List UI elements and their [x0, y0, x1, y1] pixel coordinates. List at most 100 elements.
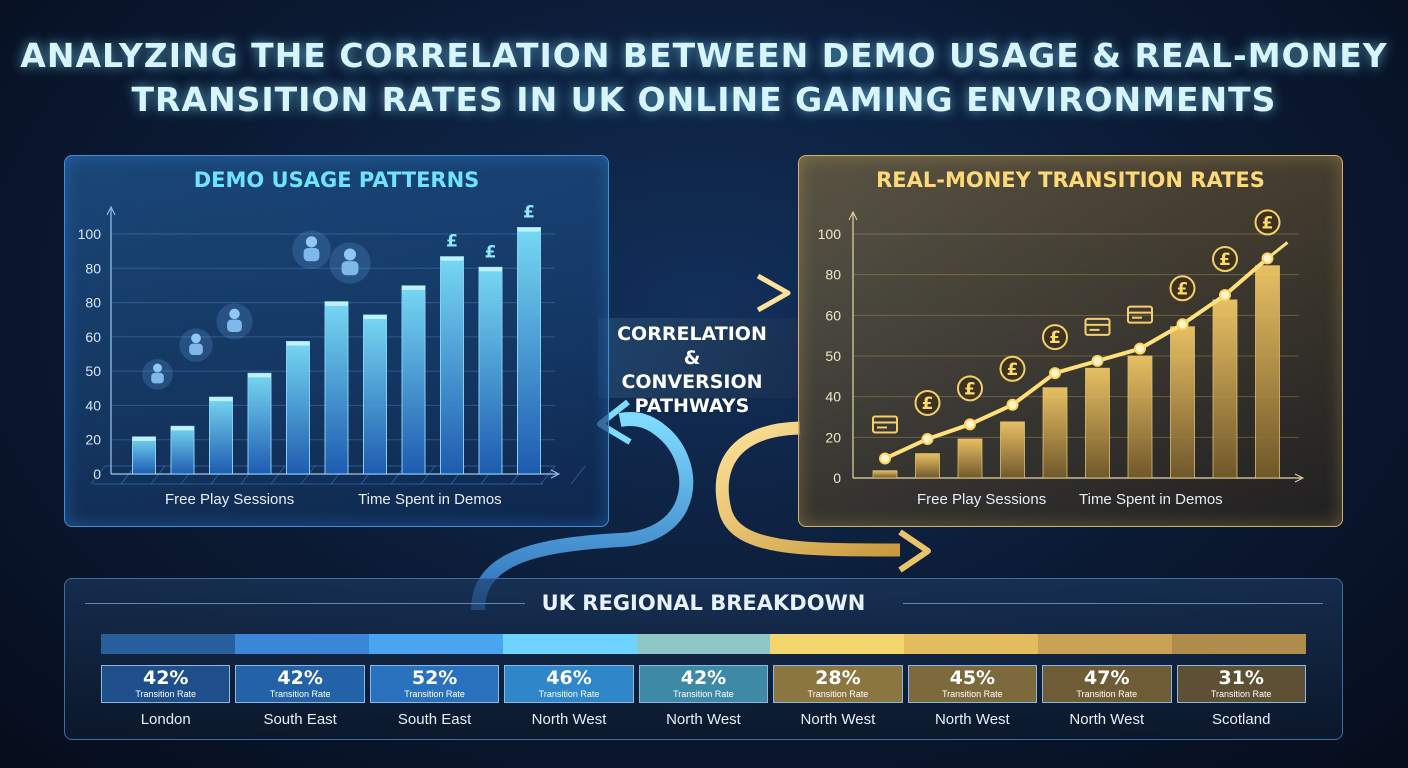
region-name: North West	[934, 711, 1010, 728]
real-bar	[1127, 355, 1153, 479]
touch-icon	[142, 358, 173, 390]
strip-segment	[770, 634, 905, 654]
demo-bar	[209, 396, 233, 475]
pound-icon: £	[1254, 209, 1281, 236]
demo-y-tick: 60	[85, 329, 101, 345]
real-trend-point	[1176, 318, 1189, 331]
svg-text:£: £	[1177, 279, 1189, 299]
strip-segment	[234, 634, 369, 654]
region-rate-value: 47%	[1084, 667, 1130, 689]
demo-bar-cap	[363, 315, 387, 319]
real-x-label-2: Time Spent in Demos	[1079, 491, 1223, 508]
strip-segment	[368, 634, 503, 654]
pound-icon: £	[485, 242, 497, 262]
demo-bar-cap	[440, 256, 464, 261]
strip-segment	[904, 634, 1039, 654]
touch-icon	[216, 303, 253, 340]
demo-bar	[324, 301, 349, 475]
region-name: North West	[666, 711, 741, 728]
real-y-tick: 80	[825, 267, 841, 283]
demo-bar	[247, 372, 272, 475]
demo-y-tick: 40	[85, 397, 101, 413]
demo-bar	[170, 425, 195, 475]
demo-bar-cap	[402, 285, 425, 290]
real-y-tick: 50	[825, 348, 841, 364]
touch-icon	[179, 328, 213, 362]
real-x-axis-arrow	[1294, 473, 1305, 483]
card-icon	[1084, 317, 1111, 336]
real-bar	[1255, 265, 1280, 479]
strip-segment	[636, 634, 771, 654]
region-rate-label: Transition Rate	[673, 689, 734, 699]
correlation-label: CORRELATION & CONVERSION PATHWAYS	[617, 323, 767, 417]
real-y-tick: 100	[818, 226, 842, 242]
demo-y-tick: 50	[85, 363, 101, 379]
demo-bar-cap	[248, 373, 271, 378]
region-rate-value: 46%	[546, 667, 592, 689]
demo-bar	[363, 314, 387, 475]
demo-bar	[478, 266, 503, 475]
divider-right	[903, 603, 1323, 604]
real-bar	[1170, 326, 1195, 479]
demo-usage-chart: 0 20 40 50 60 80 80 100 £ £ £	[78, 203, 586, 485]
real-trend-point	[1261, 252, 1274, 265]
demo-usage-panel: DEMO USAGE PATTERNS 0 20 40 50 60 80 80 100 £ £ £ …	[64, 155, 609, 527]
region-rate-box: 28% Transition Rate	[773, 665, 903, 703]
region-name: North West	[800, 711, 876, 728]
real-trend-point	[1134, 342, 1146, 355]
demo-x-label-1: Free Play Sessions	[165, 491, 295, 508]
demo-bar-cap	[286, 341, 310, 346]
real-trend-point	[1091, 354, 1104, 367]
demo-bar	[517, 227, 541, 475]
region-rate-box: 46% Transition Rate	[504, 665, 634, 703]
region-rate-label: Transition Rate	[269, 689, 331, 699]
demo-y-tick: 20	[85, 432, 101, 448]
real-y-tick: 0	[833, 470, 841, 486]
real-trend-point	[879, 452, 891, 465]
region-rate-box: 42% Transition Rate	[235, 665, 365, 703]
region-rate-value: 31%	[1218, 667, 1264, 689]
demo-y-tick: 80	[85, 295, 101, 311]
demo-bar	[286, 341, 310, 475]
region-rate-value: 42%	[680, 667, 727, 689]
real-money-chart: 0 20 40 50 60 80 100 £ £ £ £ £ £ £	[818, 209, 1305, 486]
real-bar	[872, 470, 898, 479]
region-rate-box: 52% Transition Rate	[369, 665, 500, 703]
strip-segment	[502, 634, 637, 654]
real-chart-title: REAL-MONEY TRANSITION RATES	[876, 168, 1265, 192]
real-trend-point	[1049, 367, 1061, 380]
demo-bar	[440, 256, 464, 475]
region-name: South East	[263, 711, 337, 728]
real-trend-point	[1006, 398, 1019, 411]
real-y-tick: 60	[825, 307, 841, 323]
svg-text:£: £	[1262, 213, 1274, 233]
blue-curve-arrow	[471, 412, 694, 611]
regional-rates-row: 42% Transition Rate 42% Transition Rate 52% T…	[101, 665, 1306, 703]
region-rate-box: 42% Transition Rate	[638, 665, 769, 703]
regional-color-strip	[101, 634, 1307, 654]
region-rate-value: 42%	[277, 667, 323, 689]
demo-y-tick: 100	[78, 226, 102, 242]
page-title-line-1: ANALYZING THE CORRELATION BETWEEN DEMO U…	[20, 36, 1388, 75]
svg-text:£: £	[523, 203, 535, 223]
pound-icon: £	[1212, 246, 1238, 272]
region-rate-label: Transition Rate	[404, 689, 465, 699]
real-trend-point	[1219, 289, 1231, 301]
real-y-tick: 20	[825, 429, 841, 445]
svg-text:£: £	[1007, 360, 1019, 380]
demo-y-tick: 80	[85, 260, 101, 276]
real-bar	[957, 438, 983, 479]
gold-curve-arrow	[715, 421, 901, 557]
region-rate-value: 45%	[949, 667, 996, 689]
pound-icon: £	[957, 375, 983, 402]
strip-segment	[1172, 634, 1307, 654]
region-rate-box: 45% Transition Rate	[907, 665, 1038, 703]
region-rate-box: 47% Transition Rate	[1042, 665, 1172, 703]
region-name: North West	[1069, 711, 1145, 728]
region-name: South East	[397, 711, 472, 728]
demo-chart-title: DEMO USAGE PATTERNS	[193, 168, 480, 192]
demo-x-axis-arrow	[550, 469, 561, 479]
page-title-line-2: TRANSITION RATES IN UK ONLINE GAMING ENV…	[131, 80, 1277, 119]
region-rate-label: Transition Rate	[538, 689, 600, 699]
card-icon	[872, 415, 898, 434]
